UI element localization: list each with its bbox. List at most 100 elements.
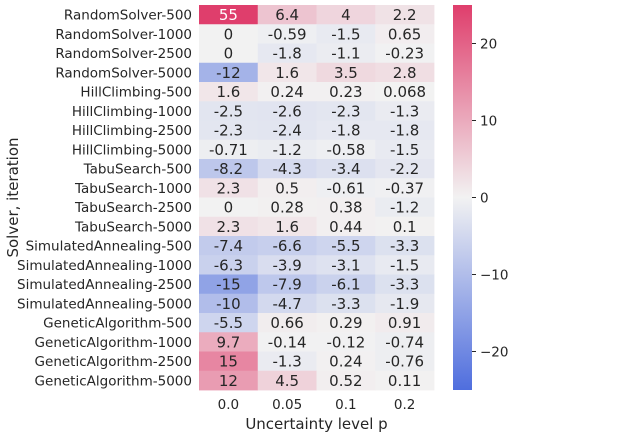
heatmap-cell [316,370,376,391]
y-axis-title: Solver, iteration [4,137,22,257]
heatmap-cell [199,197,259,218]
heatmap-cell [199,5,259,25]
cell-value-label: -5.5 [214,314,243,332]
cell-value-label: -1.2 [272,141,301,159]
y-tick-label: SimulatedAnnealing-1000 [17,258,192,274]
cell-value-label: -2.4 [272,122,301,140]
cell-value-label: -0.61 [326,179,365,197]
heatmap-cell [199,370,259,391]
cell-value-label: -0.76 [385,353,424,371]
cell-value-label: 0.11 [388,372,421,390]
cell-value-label: 1.6 [216,83,240,101]
cell-value-label: -1.8 [390,122,419,140]
heatmap-cell [316,216,376,237]
cell-value-label: -0.74 [385,333,424,351]
cell-value-label: 0 [224,45,234,63]
colorbar-tick-label: 20 [480,37,497,53]
cell-value-label: -2.3 [331,102,360,120]
heatmap-cells: 55 6.4 4 2.2 0 -0.59 -1.5 0.65 0 -1.8 -1.1 -0.23 -12… [199,5,435,391]
y-tick-label: SimulatedAnnealing-500 [26,239,192,255]
heatmap-cell [316,82,376,102]
heatmap-cell [257,62,317,83]
y-tick-label: HillClimbing-5000 [72,142,192,158]
heatmap-cell [199,139,259,160]
cell-value-label: -8.2 [214,160,243,178]
cell-value-label: -4.3 [272,160,301,178]
cell-value-label: 0.38 [329,199,362,217]
heatmap-cell [199,216,259,237]
x-tick-label: 0.0 [218,397,239,413]
heatmap-cell [257,82,317,102]
colorbar-tick-label: 0 [480,191,489,207]
cell-value-label: 0 [224,25,234,43]
heatmap-cell [375,101,435,121]
cell-value-label: -0.14 [268,333,307,351]
cell-value-label: 15 [219,353,238,371]
heatmap-cell [316,351,376,372]
heatmap-cell [316,120,376,141]
cell-value-label: -1.8 [331,122,360,140]
cell-value-label: -0.12 [326,333,365,351]
cell-value-label: 2.3 [216,179,240,197]
cell-value-label: -3.3 [390,237,419,255]
heatmap-cell [257,370,317,391]
y-tick-label: SimulatedAnnealing-2500 [17,277,192,293]
cell-value-label: 0.1 [393,218,417,236]
cell-value-label: -1.1 [331,45,360,63]
heatmap-cell [316,24,376,44]
heatmap-cell [316,197,376,218]
y-tick-label: RandomSolver-5000 [55,65,192,81]
x-tick-label: 0.05 [272,397,302,413]
heatmap-cell [316,43,376,64]
heatmap-cell [199,274,259,295]
heatmap-cell [257,351,317,372]
cell-value-label: 9.7 [216,333,240,351]
heatmap-cell [199,236,259,256]
cell-value-label: -1.9 [390,295,419,313]
cell-value-label: -2.6 [272,102,301,120]
cell-value-label: 6.4 [275,6,299,24]
heatmap-cell [316,236,376,256]
heatmap-cell [375,351,435,372]
cell-value-label: -0.58 [326,141,365,159]
x-tick-label: 0.2 [394,397,415,413]
cell-value-label: 1.6 [275,64,299,82]
cell-value-label: 2.8 [393,64,417,82]
heatmap-cell [375,216,435,237]
cell-value-label: -15 [216,276,241,294]
cell-value-label: -4.7 [272,295,301,313]
heatmap-cell [375,332,435,352]
y-tick-label: GeneticAlgorithm-2500 [35,354,192,370]
cell-value-label: -2.2 [390,160,419,178]
x-tick-labels: 0.0 0.05 0.1 0.2 [218,397,416,413]
heatmap-cell [199,43,259,64]
cell-value-label: 3.5 [334,64,358,82]
heatmap-cell [375,178,435,198]
cell-value-label: -0.71 [209,141,248,159]
cell-value-label: 0.24 [270,83,303,101]
heatmap-cell [316,274,376,295]
heatmap-cell [257,313,317,333]
cell-value-label: 0.28 [270,199,303,217]
heatmap-cell [199,178,259,198]
cell-value-label: -3.3 [390,276,419,294]
cell-value-label: -0.59 [268,25,307,43]
y-tick-label: GeneticAlgorithm-500 [43,316,192,332]
heatmap-cell [316,101,376,121]
cell-value-label: 0.91 [388,314,421,332]
cell-value-label: -1.8 [272,45,301,63]
heatmap-cell [375,62,435,83]
heatmap-cell [257,139,317,160]
heatmap-cell [199,351,259,372]
cell-value-label: -3.3 [331,295,360,313]
heatmap-cell [199,255,259,275]
heatmap-cell [257,178,317,198]
cell-value-label: -1.5 [390,256,419,274]
heatmap-cell [257,293,317,314]
y-tick-label: HillClimbing-500 [80,85,192,101]
cell-value-label: -10 [216,295,241,313]
heatmap-cell [375,139,435,160]
heatmap-cell [199,293,259,314]
heatmap-cell [199,82,259,102]
heatmap-cell [316,332,376,352]
